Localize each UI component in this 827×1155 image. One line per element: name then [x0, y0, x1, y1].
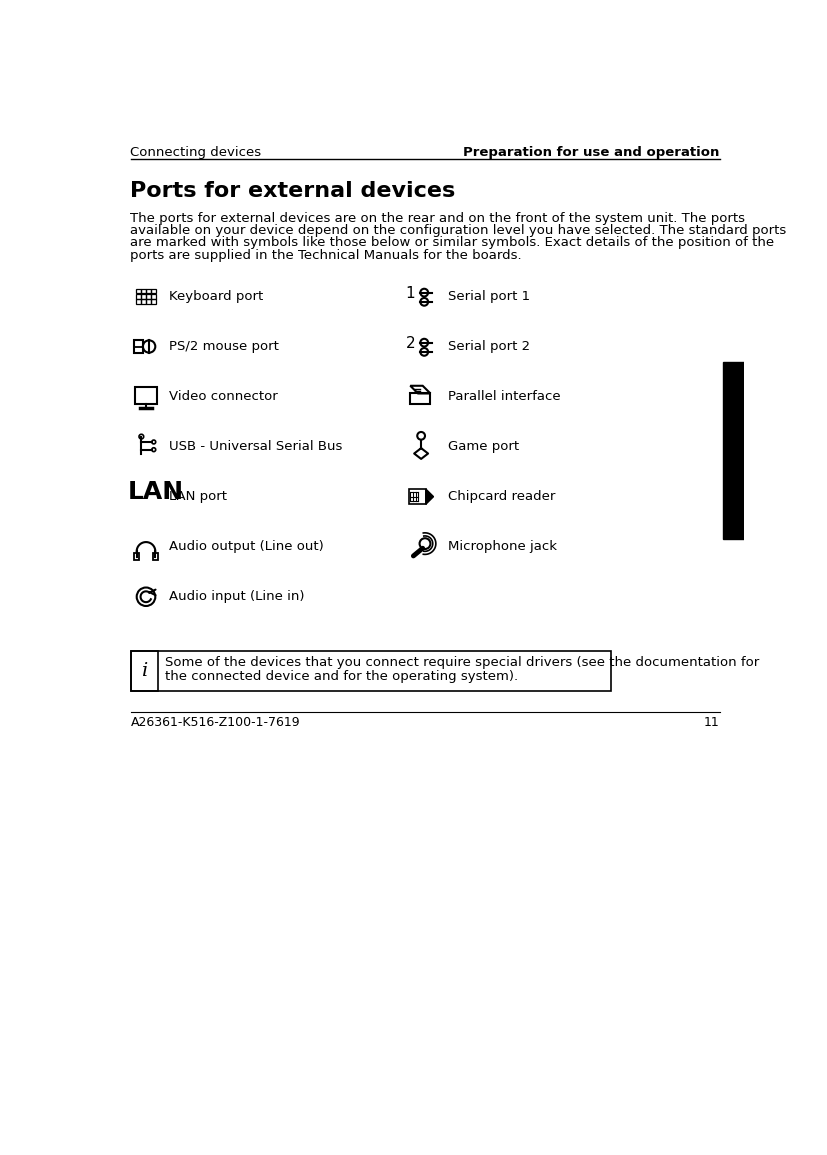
Bar	[141, 289, 146, 293]
Bar	[409, 489, 426, 505]
Text: 11: 11	[704, 716, 719, 729]
Bar	[151, 289, 155, 293]
Circle shape	[420, 298, 428, 306]
Circle shape	[420, 348, 428, 356]
Text: 2: 2	[405, 336, 415, 351]
Bar	[131, 650, 159, 691]
Bar	[134, 341, 143, 352]
Text: Game port: Game port	[448, 440, 519, 453]
Bar	[146, 295, 151, 299]
Text: Chipcard reader: Chipcard reader	[448, 490, 556, 504]
Bar	[151, 295, 155, 299]
Text: PS/2 mouse port: PS/2 mouse port	[170, 340, 280, 353]
Bar	[724, 362, 744, 539]
Text: Audio input (Line in): Audio input (Line in)	[170, 590, 305, 603]
Text: LAN port: LAN port	[170, 490, 227, 504]
Text: ports are supplied in the Technical Manuals for the boards.: ports are supplied in the Technical Manu…	[131, 248, 522, 262]
Bar	[141, 295, 146, 299]
Text: Audio output (Line out): Audio output (Line out)	[170, 541, 324, 553]
Text: Ports for external devices: Ports for external devices	[131, 181, 456, 201]
Text: Microphone jack: Microphone jack	[448, 541, 557, 553]
Text: i: i	[141, 663, 147, 680]
Text: Serial port 2: Serial port 2	[448, 340, 530, 353]
Text: the connected device and for the operating system).: the connected device and for the operati…	[165, 670, 518, 683]
Bar	[136, 289, 141, 293]
Text: Serial port 1: Serial port 1	[448, 290, 530, 303]
Text: 1: 1	[405, 286, 415, 300]
Text: Connecting devices: Connecting devices	[131, 147, 261, 159]
Text: Parallel interface: Parallel interface	[448, 390, 561, 403]
Text: Video connector: Video connector	[170, 390, 278, 403]
Text: available on your device depend on the configuration level you have selected. Th: available on your device depend on the c…	[131, 224, 786, 237]
Text: USB - Universal Serial Bus: USB - Universal Serial Bus	[170, 440, 342, 453]
Circle shape	[420, 338, 428, 346]
Bar	[131, 650, 611, 691]
Bar	[151, 299, 155, 304]
Bar	[146, 299, 151, 304]
Polygon shape	[426, 489, 433, 505]
Text: LAN: LAN	[127, 480, 184, 505]
Bar	[134, 553, 139, 560]
Bar	[136, 295, 141, 299]
Text: Keyboard port: Keyboard port	[170, 290, 264, 303]
Bar	[141, 299, 146, 304]
Text: are marked with symbols like those below or similar symbols. Exact details of th: are marked with symbols like those below…	[131, 237, 775, 249]
Bar	[136, 299, 141, 304]
Bar	[135, 387, 157, 404]
Bar	[153, 553, 158, 560]
Bar	[410, 394, 430, 404]
Text: The ports for external devices are on the rear and on the front of the system un: The ports for external devices are on th…	[131, 211, 745, 225]
Text: Some of the devices that you connect require special drivers (see the documentat: Some of the devices that you connect req…	[165, 656, 759, 669]
Circle shape	[420, 289, 428, 297]
Bar	[146, 289, 151, 293]
Text: Preparation for use and operation: Preparation for use and operation	[463, 147, 719, 159]
Text: A26361-K516-Z100-1-7619: A26361-K516-Z100-1-7619	[131, 716, 300, 729]
